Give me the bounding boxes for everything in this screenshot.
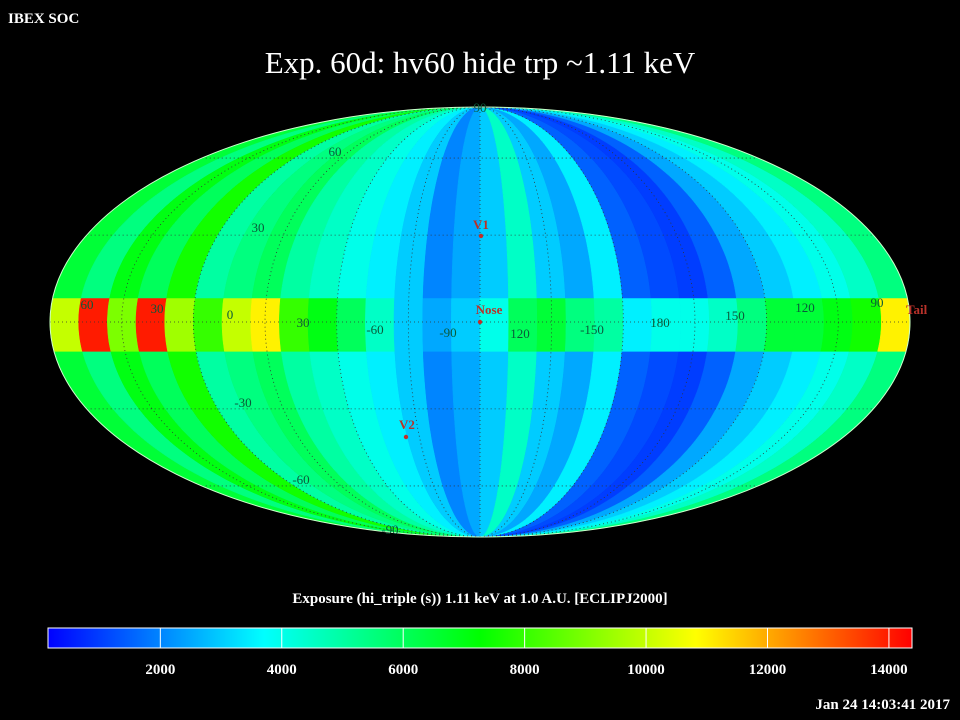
band-cell [164, 298, 197, 352]
band-cell [336, 298, 367, 352]
colorbar-tick-label: 8000 [510, 662, 540, 678]
lon-label: -60 [366, 322, 383, 337]
band-cell [763, 298, 796, 352]
lon-label: -90 [439, 325, 456, 340]
band-cell [820, 298, 853, 352]
marker-dot [478, 233, 484, 239]
band-cell [706, 298, 739, 352]
meridian [264, 106, 481, 538]
marker-label: Nose [476, 302, 503, 317]
meridian [407, 106, 481, 538]
lon-label: 150 [725, 308, 745, 323]
marker-label: Tail [906, 302, 928, 317]
colorbar-tick-label: 10000 [627, 662, 665, 678]
lon-label: 90 [871, 295, 884, 310]
colorbar-tick-label: 2000 [145, 662, 175, 678]
lon-label: -150 [580, 322, 604, 337]
colorbar-tick-label: 14000 [870, 662, 908, 678]
marker-label: V1 [473, 217, 489, 232]
marker-dot [477, 319, 483, 325]
colorbar-ticks: 2000 4000 6000 8000 10000 12000 14000 [47, 627, 913, 678]
lon-label: 120 [795, 300, 815, 315]
lon-label: 180 [650, 315, 670, 330]
marker-dot [403, 434, 409, 440]
band-cell [621, 298, 653, 352]
colorbar-tick-label: 6000 [388, 662, 418, 678]
lat-label: 90 [474, 100, 487, 115]
meridian [479, 106, 696, 538]
meridian [336, 106, 481, 538]
band-cell [107, 298, 140, 352]
colorbar-title: Exposure (hi_triple (s)) 1.11 keV at 1.0… [292, 591, 667, 607]
marker-label: V2 [399, 417, 415, 432]
lon-label: 30 [297, 315, 310, 330]
sky-map: 90 60 30 -30 -60 -90 60 30 0 30 -60 -90 120 -150 180 15… [49, 100, 928, 538]
lat-label: -30 [234, 395, 251, 410]
band-cell [49, 298, 83, 352]
band-cell [735, 298, 767, 352]
meridian [479, 106, 624, 538]
lat-label: -60 [292, 472, 309, 487]
lon-label: 0 [227, 307, 234, 322]
colorbar-frame [47, 627, 913, 649]
band-cell [307, 298, 339, 352]
lat-label: 60 [329, 144, 342, 159]
map-border [49, 106, 911, 538]
band-cell [508, 298, 538, 352]
lat-label: 30 [252, 220, 265, 235]
app-label: IBEX SOC [8, 11, 79, 27]
colorbar-tick-label: 12000 [749, 662, 787, 678]
band-cell [193, 298, 225, 352]
timestamp: Jan 24 14:03:41 2017 [815, 697, 950, 713]
colorbar [48, 628, 912, 648]
lon-label: 60 [81, 297, 94, 312]
lon-label: 120 [510, 326, 530, 341]
colorbar-tick-label: 4000 [267, 662, 297, 678]
title: Exp. 60d: hv60 hide trp ~1.11 keV [265, 45, 696, 80]
lat-label: -90 [381, 522, 398, 537]
lon-label: 30 [151, 301, 164, 316]
